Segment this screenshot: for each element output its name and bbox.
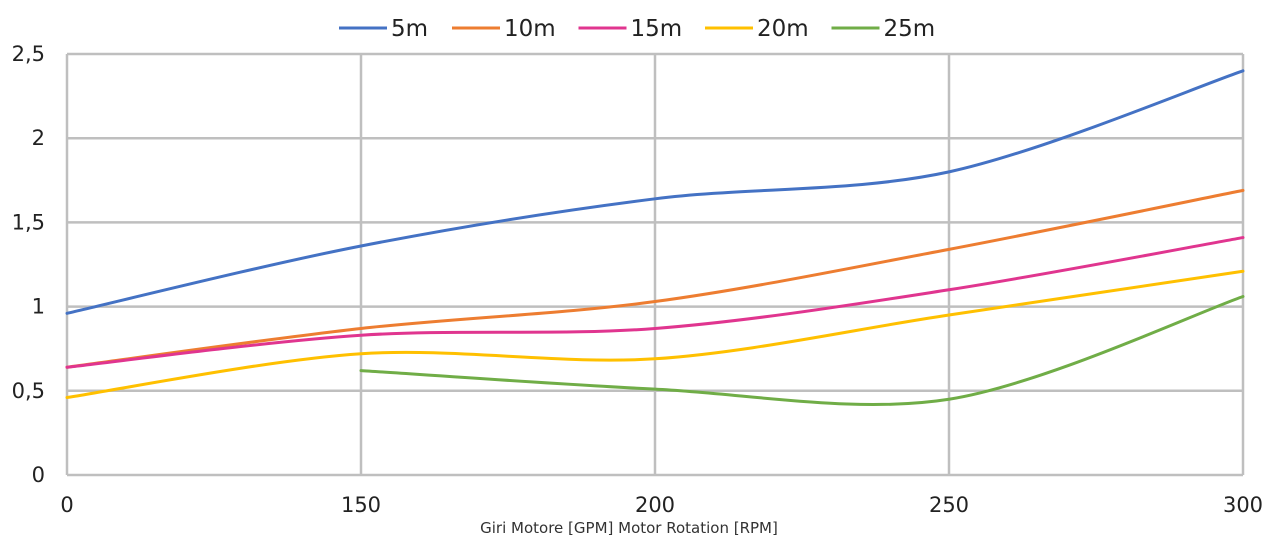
legend-item-10m: 10m [452, 16, 556, 42]
legend-item-5m: 5m [339, 16, 428, 42]
series-line-5m [65, 69, 1245, 315]
x-tick-label: 150 [341, 493, 381, 517]
series-line-15m [65, 236, 1245, 369]
y-tick-label: 2,5 [12, 42, 45, 66]
y-tick-label: 1,5 [12, 210, 45, 234]
legend-label: 25m [884, 16, 936, 42]
x-tick-label: 0 [60, 493, 73, 517]
y-tick-label: 2 [32, 126, 45, 150]
legend-label: 5m [391, 16, 428, 42]
x-tick-label: 250 [929, 493, 969, 517]
legend-item-20m: 20m [705, 16, 809, 42]
y-tick-labels: 0 0,5 1 1,5 2 2,5 [12, 42, 45, 487]
legend-item-15m: 15m [578, 16, 683, 42]
legend-label: 20m [757, 16, 809, 42]
series-line-20m [65, 269, 1245, 400]
x-tick-label: 300 [1223, 493, 1263, 517]
x-axis-label: Giri Motore [GPM] Motor Rotation [RPM] [480, 519, 778, 537]
series-line-10m [65, 188, 1245, 369]
legend-label: 10m [504, 16, 556, 42]
axes [65, 54, 1243, 477]
y-tick-label: 0,5 [12, 379, 45, 403]
series-line-25m [359, 294, 1245, 407]
x-tick-label: 200 [635, 493, 675, 517]
y-tick-label: 0 [32, 463, 45, 487]
grid-lines [67, 52, 1245, 475]
y-tick-label: 1 [32, 295, 45, 319]
x-tick-labels: 0 150 200 250 300 [60, 493, 1263, 517]
legend-label: 15m [631, 16, 683, 42]
legend: 5m 10m 15m 20m 25m [339, 16, 935, 42]
series-lines [65, 69, 1245, 407]
legend-item-25m: 25m [831, 16, 936, 42]
